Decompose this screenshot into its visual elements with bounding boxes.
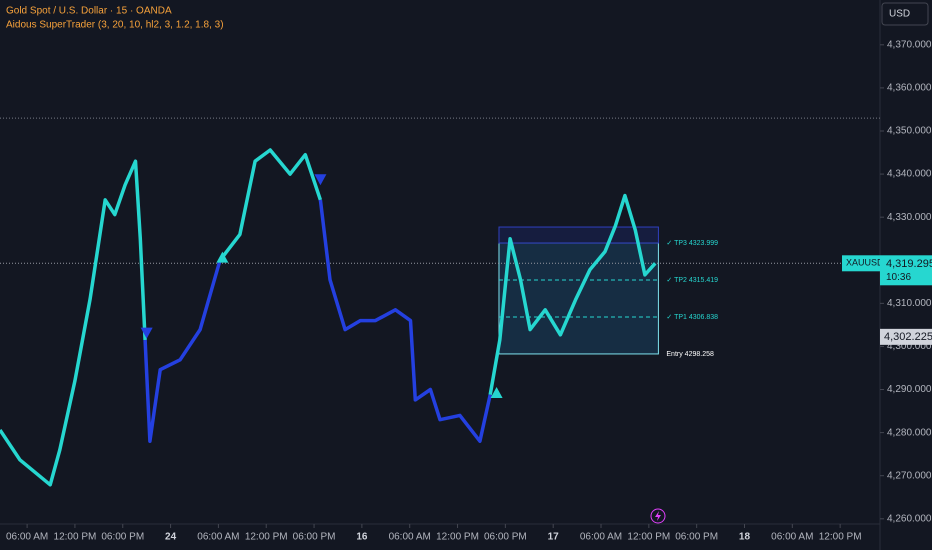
x-tick-label: 06:00 PM — [484, 532, 527, 543]
x-tick-label: 06:00 AM — [389, 532, 431, 543]
buy-signal — [490, 386, 503, 398]
x-tick-label: 12:00 PM — [245, 532, 288, 543]
x-tick-label: 12:00 PM — [819, 532, 862, 543]
symbol: XAUUSD — [846, 258, 884, 268]
y-tick-label: 4,330.000 — [887, 212, 932, 223]
y-tick-label: 4,300.000 — [887, 341, 932, 352]
chart-title: Gold Spot / U.S. Dollar · 15 · OANDA — [6, 6, 172, 17]
lightning-icon — [650, 508, 666, 524]
sell-signal — [140, 327, 153, 339]
x-tick-label: 06:00 AM — [197, 532, 239, 543]
y-tick-label: 4,350.000 — [887, 126, 932, 137]
y-tick-label: 4,290.000 — [887, 384, 932, 395]
trade-level-label: Entry 4298.258 — [666, 351, 714, 358]
x-tick-label: 06:00 PM — [675, 532, 718, 543]
y-tick-label: 4,360.000 — [887, 83, 932, 94]
y-tick-label: 4,370.000 — [887, 39, 932, 50]
x-tick-label: 12:00 PM — [54, 532, 97, 543]
trade-zone-outer — [498, 226, 659, 244]
trade-level-label: ✓ TP2 4315.419 — [666, 277, 718, 284]
last-price: 4,319.295 — [886, 258, 932, 270]
x-tick-label: 06:00 AM — [771, 532, 813, 543]
x-tick-label: 06:00 PM — [293, 532, 336, 543]
price-line — [143, 199, 492, 443]
last-price-tag — [880, 255, 932, 286]
y-tick-label: 4,260.000 — [887, 513, 932, 524]
x-tick-label: 18 — [739, 532, 751, 543]
x-tick-label: 06:00 AM — [580, 532, 622, 543]
x-tick-label: 06:00 PM — [101, 532, 144, 543]
trade-level-label: ✓ TP1 4306.838 — [666, 314, 718, 321]
trade-level-label: ✓ TP3 4323.999 — [666, 240, 718, 247]
y-tick-label: 4,310.000 — [887, 298, 932, 309]
x-tick-label: 12:00 PM — [627, 532, 670, 543]
x-tick-label: 12:00 PM — [436, 532, 479, 543]
marker-price: 4,302.225 — [884, 331, 932, 343]
buy-signal — [216, 251, 229, 263]
price-line — [0, 148, 657, 487]
indicator-label: Aidous SuperTrader (3, 20, 10, hl2, 3, 1… — [6, 20, 224, 31]
sell-signal — [314, 174, 327, 186]
y-tick-label: 4,280.000 — [887, 427, 932, 438]
y-tick-label: 4,340.000 — [887, 169, 932, 180]
y-tick-label: 4,270.000 — [887, 470, 932, 481]
currency-button[interactable] — [881, 2, 929, 26]
x-tick-label: 17 — [548, 532, 560, 543]
x-tick-label: 16 — [356, 532, 368, 543]
countdown: 10:36 — [886, 272, 911, 283]
currency[interactable]: USD — [889, 9, 910, 20]
symbol-tag — [842, 255, 880, 272]
marker-price-tag — [880, 328, 932, 345]
x-tick-label: 06:00 AM — [6, 532, 48, 543]
x-tick-label: 24 — [165, 532, 177, 543]
